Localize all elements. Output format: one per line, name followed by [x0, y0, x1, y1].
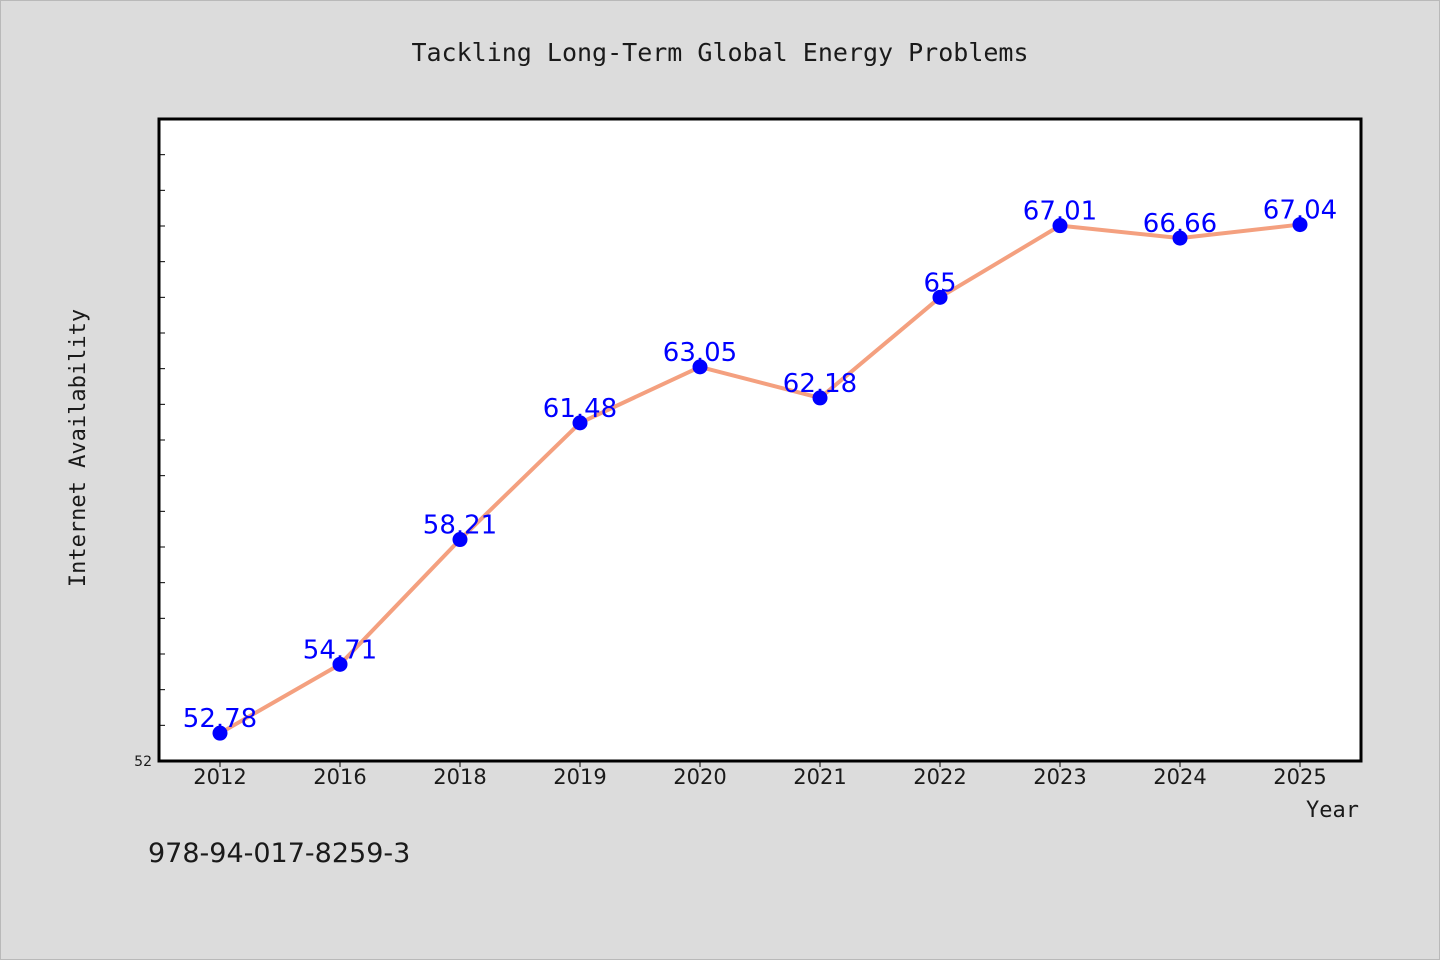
data-label: 52.78 — [183, 704, 257, 734]
y-axis-min-label: 52 — [134, 754, 152, 770]
data-label: 61.48 — [543, 394, 617, 424]
x-tick-label: 2020 — [673, 765, 726, 789]
data-point — [692, 359, 708, 375]
x-tick-label: 2012 — [193, 765, 246, 789]
chart-title: Tackling Long-Term Global Energy Problem… — [411, 38, 1028, 67]
x-tick-label: 2023 — [1033, 765, 1086, 789]
series-line — [218, 222, 1302, 736]
x-tick-label: 2022 — [913, 765, 966, 789]
data-labels: 52.78 54.71 58.21 61.48 63.05 62.18 65 67.01 66.… — [183, 196, 1337, 735]
data-label: 62.18 — [783, 369, 857, 399]
x-tick-label: 2018 — [433, 765, 486, 789]
x-tick-label: 2021 — [793, 765, 846, 789]
x-tick-label: 2019 — [553, 765, 606, 789]
data-point — [812, 390, 828, 406]
y-axis-ticks — [159, 154, 165, 726]
data-markers — [212, 217, 1308, 741]
data-label: 58.21 — [423, 511, 497, 541]
plot-area — [157, 117, 1363, 763]
x-tick-label: 2025 — [1273, 765, 1326, 789]
data-label: 67.04 — [1263, 196, 1337, 226]
x-axis-ticks: 2012 2016 2018 2019 2020 2021 2022 2023 2024 2025 — [193, 761, 1327, 789]
data-point — [572, 415, 588, 431]
y-axis-label: Internet Availability — [66, 309, 91, 587]
data-point — [452, 532, 468, 548]
data-label: 66.66 — [1143, 209, 1217, 239]
data-point — [1292, 217, 1308, 233]
data-point — [1052, 218, 1068, 234]
data-point — [332, 656, 348, 672]
x-axis-label: Year — [1306, 798, 1359, 823]
x-tick-label: 2024 — [1153, 765, 1206, 789]
data-label: 67.01 — [1023, 197, 1097, 227]
data-label: 65 — [923, 268, 956, 298]
data-point — [1172, 230, 1188, 246]
data-point — [212, 725, 228, 741]
footnote-isbn: 978-94-017-8259-3 — [148, 838, 410, 869]
x-tick-label: 2016 — [313, 765, 366, 789]
data-label: 63.05 — [663, 338, 737, 368]
data-point — [932, 289, 948, 305]
data-label: 54.71 — [303, 635, 377, 665]
